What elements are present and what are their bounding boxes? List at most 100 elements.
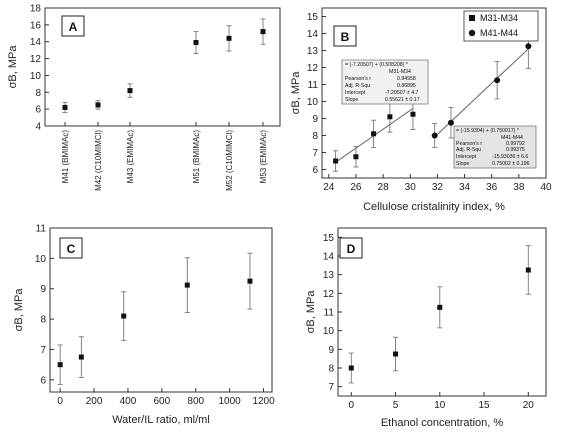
panel-d-plot-frame [337, 227, 547, 397]
panel-c-point-square [121, 313, 127, 319]
panel-b-xtick-label: 34 [459, 182, 471, 193]
panel-a-ytick-label: 18 [30, 4, 42, 15]
fit1-equation: = (-7.20507) + (0.508208) * [345, 62, 408, 68]
panel-b-xtick-label: 36 [486, 182, 498, 193]
panel-d-ytick-label: 10 [323, 326, 335, 337]
panel-b-x-label: Cellulose cristalinity index, % [363, 201, 505, 213]
panel-a-letter: A [69, 20, 78, 34]
fit1-row4-label: Slope [345, 97, 358, 103]
fit1-row2-label: Adj. R-Squ [345, 83, 370, 89]
fit2-row1-label: Pearson's r [456, 141, 482, 147]
panel-b-marks [333, 23, 532, 172]
panel-a-point-square [95, 102, 101, 108]
panel-c-ytick-label: 6 [40, 375, 46, 386]
fit2-annotation-box [453, 125, 537, 169]
panel-d-ytick-label: 13 [323, 270, 335, 281]
panel-b-ytick-label: 15 [307, 12, 319, 23]
panel-b-ytick-label: 14 [307, 29, 319, 40]
panel-d: 7 8 9 10 11 12 13 14 15 0 5 10 15 20 σB, MPa Ethanol… [305, 227, 547, 429]
panel-c-ytick-label: 11 [36, 224, 47, 235]
panel-a-category-label: M53 (EMIMAc) [259, 130, 268, 184]
panel-b-x-axis: 24 26 28 30 32 34 36 38 40 [323, 174, 552, 193]
panel-b-xtick-label: 28 [378, 182, 390, 193]
panel-a-category-label: M42 (C10MIMCl) [94, 130, 103, 191]
panel-a-category-label: M43 (EMIMAc) [126, 130, 135, 184]
fit2-row4-label: Slope [456, 161, 469, 167]
panel-a-plot-frame [44, 7, 281, 127]
legend-circle-marker [468, 29, 476, 37]
panel-d-point-square [348, 365, 354, 371]
panel-b-xtick-label: 24 [323, 182, 335, 193]
panel-a-point-square [193, 40, 199, 46]
panel-b-y-axis: 6 7 8 9 10 11 12 13 14 15 [307, 12, 326, 176]
panel-d-point-square [525, 267, 531, 273]
panel-c-letter: C [67, 242, 76, 256]
panel-b-ytick-label: 11 [308, 80, 319, 91]
panel-a-y-label: σB, MPa [7, 45, 19, 89]
fit2-row2-value: 0.99375 [506, 147, 525, 153]
panel-a-ytick-label: 16 [30, 20, 42, 31]
panel-c-y-axis: 6 7 8 9 10 11 [35, 224, 54, 386]
fit2-row3-label: Intercept [456, 154, 477, 160]
panel-a-ytick-label: 14 [30, 37, 42, 48]
fit2-row3-value: -15.93036 ± 6.6 [492, 154, 528, 160]
panel-b-point-square [371, 131, 377, 137]
panel-a-ytick-label: 10 [30, 71, 42, 82]
panel-d-ytick-label: 8 [328, 364, 334, 375]
fit1-annotation-box [341, 59, 429, 105]
panel-b-xtick-label: 38 [513, 182, 525, 193]
fit1-row3-label: Intercept [345, 90, 366, 96]
panel-b-point-square [353, 154, 359, 160]
panel-c-plot-frame [49, 227, 273, 393]
panel-d-letter-box [339, 237, 363, 259]
panel-a-ytick-label: 8 [35, 88, 41, 99]
panel-b-ytick-label: 8 [312, 131, 318, 142]
panel-b-point-square [410, 111, 416, 117]
panel-c: 6 7 8 9 10 11 0 200 400 600 800 1000 1200 σB, MPa W… [13, 224, 275, 427]
panel-b-point-circle [431, 132, 438, 139]
panel-d-ytick-label: 15 [323, 233, 335, 244]
panel-d-y-label: σB, MPa [305, 290, 317, 334]
panel-b-letter-box [333, 25, 357, 47]
panel-c-xtick-label: 400 [120, 396, 137, 407]
fit2-name: M41-M44 [501, 135, 523, 141]
panel-b-legend-box [463, 10, 539, 42]
panel-a-point-square [127, 88, 133, 94]
panel-b-legend: M31-M34 M41-M44 [463, 10, 539, 42]
panel-b-y-label: σB, MPa [290, 71, 302, 115]
fit1-row1-label: Pearson's r [345, 76, 371, 82]
panel-a-ytick-label: 4 [35, 122, 41, 133]
panel-b-ytick-label: 10 [307, 97, 319, 108]
panel-a-marks [62, 18, 266, 113]
panel-b-point-square [333, 158, 339, 164]
panel-c-point-square [57, 362, 63, 368]
panel-c-ytick-label: 7 [40, 345, 46, 356]
panel-c-xtick-label: 1200 [252, 396, 275, 407]
fit1-name: M31-M34 [389, 69, 411, 75]
panel-b-plot-frame [321, 7, 547, 179]
panel-b-ytick-label: 9 [312, 114, 318, 125]
panel-c-marks [57, 252, 253, 385]
panel-c-y-label: σB, MPa [13, 288, 25, 332]
panel-b-ytick-label: 13 [307, 46, 319, 57]
legend-square-marker [469, 15, 475, 21]
panel-d-point-square [437, 304, 443, 310]
panel-a-category-label: M41 (BMIMAc) [61, 130, 70, 184]
panel-c-ytick-label: 9 [40, 284, 46, 295]
panel-d-y-axis: 7 8 9 10 11 12 13 14 15 [323, 233, 342, 393]
panel-d-ytick-label: 9 [328, 345, 334, 356]
panel-a-ytick-label: 12 [30, 54, 42, 65]
panel-d-ytick-label: 12 [323, 289, 335, 300]
fit2-row4-value: 0.75002 ± 0.196 [492, 161, 530, 167]
panel-d-ytick-label: 11 [324, 308, 335, 319]
panel-c-xtick-label: 1000 [219, 396, 242, 407]
panel-d-marks [348, 245, 531, 384]
panel-a-category-label: M51 (BMIMAc) [192, 130, 201, 184]
panel-a-category-label: M52 (C10MIMCl) [225, 130, 234, 191]
panel-d-xtick-label: 5 [393, 400, 399, 411]
panel-c-xtick-label: 800 [187, 396, 204, 407]
panel-c-xtick-label: 200 [86, 396, 103, 407]
panel-d-xtick-label: 20 [523, 400, 535, 411]
panel-b-xtick-label: 26 [350, 182, 362, 193]
legend-entry-1: M31-M34 [480, 13, 518, 23]
